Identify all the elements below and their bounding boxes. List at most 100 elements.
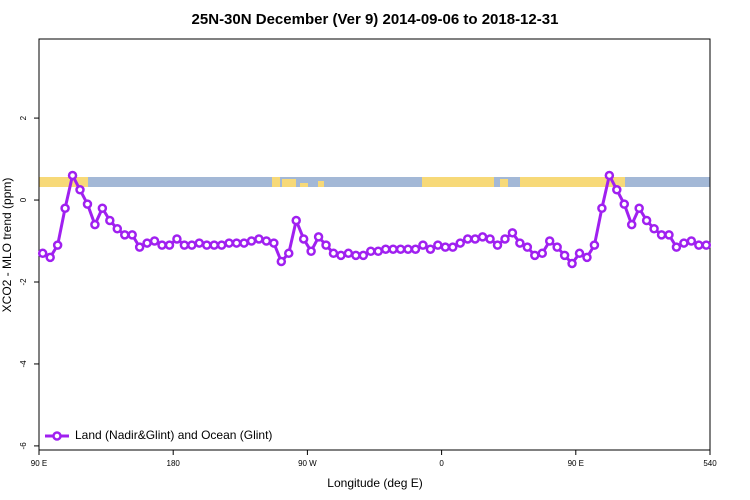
data-point xyxy=(52,240,63,250)
y-tick-label: 2 xyxy=(19,115,28,120)
data-point xyxy=(410,244,421,254)
x-tick-label: 180 xyxy=(167,459,181,468)
data-point xyxy=(477,232,488,242)
data-point xyxy=(567,258,577,269)
data-point xyxy=(321,240,331,250)
data-point xyxy=(701,240,712,250)
data-point xyxy=(649,223,659,234)
data-point xyxy=(679,238,689,248)
data-point xyxy=(328,248,339,259)
data-point xyxy=(75,185,85,195)
data-point xyxy=(380,244,391,254)
data-point xyxy=(97,203,108,213)
ocean-band xyxy=(39,177,710,187)
data-point xyxy=(597,203,607,213)
data-point xyxy=(239,238,249,248)
data-point xyxy=(485,234,495,244)
data-point xyxy=(202,240,212,250)
data-point xyxy=(187,240,197,250)
legend: Land (Nadir&Glint) and Ocean (Glint) xyxy=(45,428,272,442)
data-point xyxy=(470,234,480,244)
x-tick-label: 90 E xyxy=(568,459,584,468)
data-point xyxy=(351,250,361,261)
land-band xyxy=(300,183,308,187)
land-band xyxy=(520,177,625,187)
data-point xyxy=(60,203,70,213)
data-point xyxy=(157,240,167,250)
data-point xyxy=(515,238,525,248)
land-band xyxy=(282,179,296,187)
data-point xyxy=(358,250,369,261)
data-point xyxy=(366,246,376,257)
data-point xyxy=(448,242,458,252)
data-point xyxy=(67,170,78,181)
x-tick-label: 90 W xyxy=(298,459,317,468)
data-point xyxy=(582,252,592,263)
data-point xyxy=(82,199,93,209)
data-point xyxy=(269,238,279,248)
data-point xyxy=(694,240,704,250)
data-point xyxy=(276,256,287,267)
data-point xyxy=(105,215,115,226)
y-axis-label: XCO2 - MLO trend (ppm) xyxy=(0,178,14,313)
data-point xyxy=(537,248,547,259)
legend-label: Land (Nadir&Glint) and Ocean (Glint) xyxy=(75,428,272,442)
data-point xyxy=(574,248,585,259)
y-tick-label: -4 xyxy=(19,360,28,368)
x-tick-label: 0 xyxy=(439,459,444,468)
data-point xyxy=(134,242,145,252)
y-tick-label: -2 xyxy=(19,278,28,286)
data-point xyxy=(462,234,473,244)
data-point xyxy=(246,236,257,246)
data-point xyxy=(336,250,346,261)
data-point xyxy=(112,223,123,234)
data-point xyxy=(149,236,160,246)
data-point xyxy=(298,234,309,244)
y-tick-label: -6 xyxy=(19,442,28,450)
data-point xyxy=(641,215,652,226)
data-point xyxy=(559,250,570,261)
data-point xyxy=(224,238,234,248)
data-point xyxy=(440,242,451,252)
data-point xyxy=(686,236,697,246)
legend-marker xyxy=(52,431,62,441)
data-point xyxy=(634,203,644,213)
data-point xyxy=(45,252,55,263)
data-point xyxy=(418,240,428,250)
data-point xyxy=(179,240,190,250)
data-point xyxy=(261,236,272,246)
data-point xyxy=(492,240,503,250)
data-point xyxy=(254,234,264,244)
data-point xyxy=(216,240,227,250)
data-point xyxy=(142,238,152,248)
chart-title: 25N-30N December (Ver 9) 2014-09-06 to 2… xyxy=(192,11,559,28)
data-point xyxy=(388,244,398,254)
x-tick-label: 540 xyxy=(703,459,717,468)
data-point xyxy=(291,215,301,226)
data-point xyxy=(194,238,205,248)
data-point xyxy=(164,240,175,250)
data-point xyxy=(671,242,682,252)
land-band xyxy=(500,179,508,187)
data-point xyxy=(209,240,219,250)
data-point xyxy=(37,248,48,259)
data-point xyxy=(284,248,294,259)
data-point xyxy=(119,230,130,240)
data-point xyxy=(522,242,533,252)
data-point xyxy=(530,250,540,261)
data-point xyxy=(544,236,555,246)
data-point xyxy=(619,199,630,209)
data-point xyxy=(500,234,510,244)
data-point xyxy=(589,240,600,250)
data-point xyxy=(507,228,518,238)
data-point xyxy=(433,240,443,250)
data-point xyxy=(90,219,100,230)
land-band xyxy=(272,177,280,187)
data-point xyxy=(343,248,354,259)
data-point xyxy=(626,219,637,230)
data-point xyxy=(664,230,674,240)
data-point xyxy=(455,238,465,248)
x-tick-label: 90 E xyxy=(31,459,47,468)
land-band xyxy=(318,181,324,187)
y-tick-label: 0 xyxy=(19,197,28,202)
